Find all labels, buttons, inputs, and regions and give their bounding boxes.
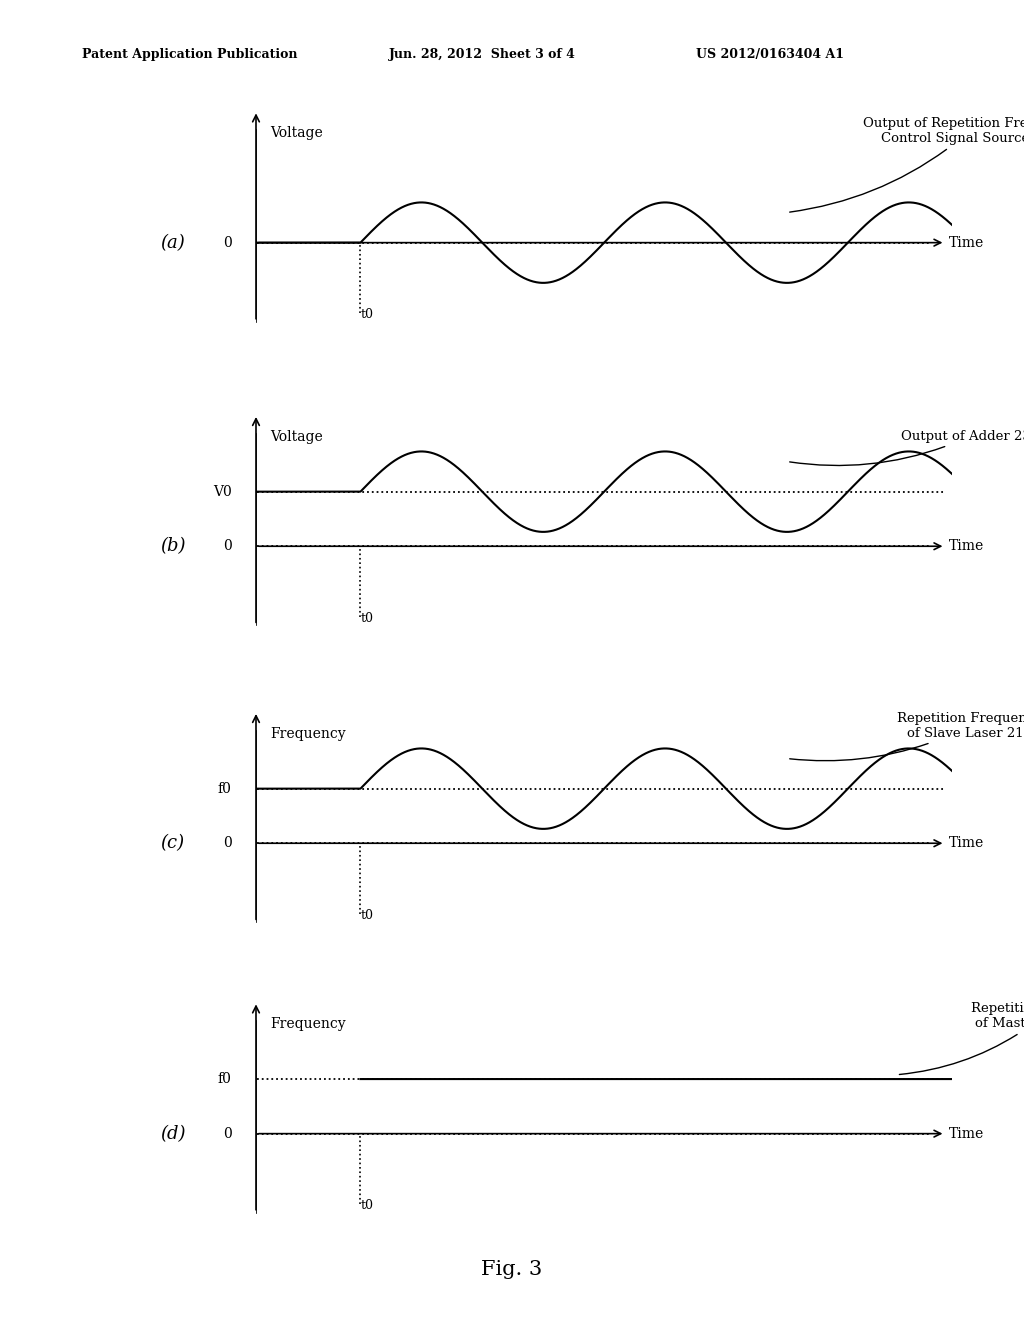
Text: Jun. 28, 2012  Sheet 3 of 4: Jun. 28, 2012 Sheet 3 of 4 xyxy=(389,48,575,61)
Text: Voltage: Voltage xyxy=(270,430,323,444)
Text: Repetition Frequency
of Master Laser 112: Repetition Frequency of Master Laser 112 xyxy=(899,1002,1024,1074)
Text: Frequency: Frequency xyxy=(270,1018,345,1031)
Text: US 2012/0163404 A1: US 2012/0163404 A1 xyxy=(696,48,845,61)
Text: Time: Time xyxy=(949,837,984,850)
Text: f0: f0 xyxy=(218,1072,231,1086)
Text: t0: t0 xyxy=(360,611,374,624)
Text: Patent Application Publication: Patent Application Publication xyxy=(82,48,297,61)
Text: Fig. 3: Fig. 3 xyxy=(481,1261,543,1279)
Text: Time: Time xyxy=(949,540,984,553)
Text: 0: 0 xyxy=(223,1127,231,1140)
Text: Frequency: Frequency xyxy=(270,727,345,741)
Text: f0: f0 xyxy=(218,781,231,796)
Text: (a): (a) xyxy=(160,234,184,252)
Text: Time: Time xyxy=(949,236,984,249)
Text: V0: V0 xyxy=(213,484,231,499)
Text: Output of Repetition Frequency
Control Signal Source 238: Output of Repetition Frequency Control S… xyxy=(790,117,1024,213)
Text: Time: Time xyxy=(949,1127,984,1140)
Text: t0: t0 xyxy=(360,308,374,321)
Text: 0: 0 xyxy=(223,837,231,850)
Text: Voltage: Voltage xyxy=(270,127,323,140)
Text: (b): (b) xyxy=(160,537,185,556)
Text: 0: 0 xyxy=(223,540,231,553)
Text: t0: t0 xyxy=(360,908,374,921)
Text: (d): (d) xyxy=(160,1125,185,1143)
Text: 0: 0 xyxy=(223,236,231,249)
Text: (c): (c) xyxy=(161,834,184,853)
Text: t0: t0 xyxy=(360,1199,374,1212)
Text: Output of Adder 235: Output of Adder 235 xyxy=(790,430,1024,466)
Text: Repetition Frequency
of Slave Laser 212: Repetition Frequency of Slave Laser 212 xyxy=(790,711,1024,760)
